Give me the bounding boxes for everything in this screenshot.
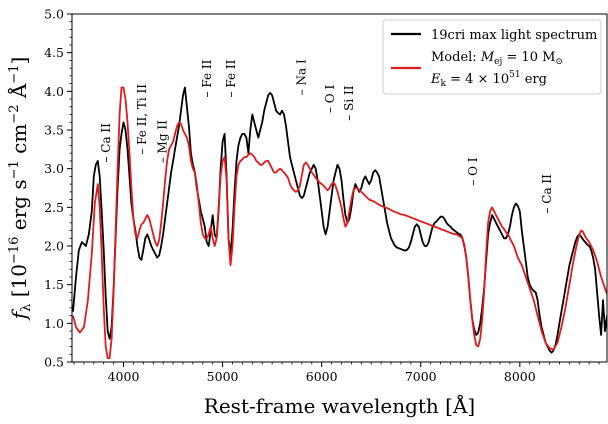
- legend-label-model-line2: Ek = 4 × 1051 erg: [430, 70, 547, 89]
- y-tick-label: 3.5: [44, 123, 64, 138]
- legend-label-model-line1: Model: Mej = 10 M⊙: [431, 50, 563, 67]
- spectral-line-label: – Ca II: [540, 174, 554, 214]
- y-tick-label: 1.0: [44, 316, 64, 331]
- legend-label-observed: 19cri max light spectrum: [431, 28, 597, 43]
- series-model-line: [72, 86, 607, 359]
- spectral-line-label: – Fe II: [224, 59, 238, 97]
- spectral-line-label: – Fe II, Ti II: [135, 84, 149, 155]
- x-tick-label: 7000: [405, 369, 437, 384]
- ticks: 4000 5000 6000 7000 8000 0.5 1.0 1.5 2.0 2.5 3.0 3.…: [44, 7, 600, 384]
- spectral-line-label: – Si II: [342, 85, 356, 120]
- legend-box: [382, 19, 602, 95]
- spectral-line-label: – Mg II: [156, 120, 170, 163]
- x-axis-title: Rest-frame wavelength [Å]: [204, 393, 475, 418]
- x-tick-label: 5000: [207, 369, 239, 384]
- axes-frame: [71, 13, 608, 363]
- ylabel-open: [10: [7, 264, 31, 304]
- y-tick-label: 2.5: [44, 200, 64, 215]
- ylabel-unit: Å: [6, 83, 31, 104]
- ylabel-close: ]: [7, 57, 31, 65]
- y-tick-label: 4.5: [44, 45, 64, 60]
- y-tick-label: 4.0: [44, 84, 64, 99]
- ylabel-exp3: −2: [7, 105, 22, 124]
- series-layer: [72, 86, 607, 359]
- svg-text:fλ [10−16 erg s−1 cm−2 Å−1]: fλ [10−16 erg s−1 cm−2 Å−1]: [6, 57, 34, 322]
- ylabel-exp1: −16: [7, 237, 22, 264]
- spectral-line-label: – Ca II: [99, 123, 113, 163]
- x-tick-label: 8000: [504, 369, 536, 384]
- ylabel-erg: erg s: [7, 179, 31, 236]
- y-tick-label: 0.5: [44, 355, 64, 370]
- ylabel-symbol-sub: λ: [19, 304, 34, 312]
- spectral-line-label: – O I: [323, 85, 337, 113]
- ylabel-exp2: −1: [7, 160, 22, 179]
- x-tick-label: 6000: [306, 369, 338, 384]
- y-tick-label: 1.5: [44, 277, 64, 292]
- spectral-line-label: – O I: [466, 157, 480, 185]
- line-labels: – Ca II – Fe II, Ti II – Mg II – Fe II – Fe …: [99, 59, 554, 214]
- y-axis-title: fλ [10−16 erg s−1 cm−2 Å−1]: [6, 57, 34, 322]
- spectral-line-label: – Na I: [294, 59, 308, 95]
- ylabel-cm: cm: [7, 124, 31, 161]
- ylabel-exp4: −1: [7, 65, 22, 84]
- y-tick-label: 5.0: [44, 7, 64, 22]
- series-observed-line: [72, 86, 607, 354]
- y-tick-label: 3.0: [44, 161, 64, 176]
- spectral-line-label: – Fe II: [200, 59, 214, 97]
- legend: 19cri max light spectrum Model: Mej = 10…: [382, 19, 602, 95]
- x-tick-label: 4000: [108, 369, 140, 384]
- y-tick-label: 2.0: [44, 239, 64, 254]
